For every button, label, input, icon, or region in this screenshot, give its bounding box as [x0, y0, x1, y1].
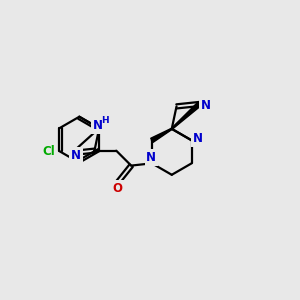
- Polygon shape: [151, 128, 172, 142]
- Polygon shape: [171, 102, 201, 129]
- Text: N: N: [201, 99, 211, 112]
- Text: N: N: [193, 132, 203, 146]
- Text: H: H: [101, 116, 108, 125]
- Text: O: O: [112, 182, 122, 195]
- Text: N: N: [93, 119, 103, 132]
- Text: Cl: Cl: [42, 145, 55, 158]
- Text: N: N: [146, 151, 156, 164]
- Text: N: N: [71, 149, 81, 162]
